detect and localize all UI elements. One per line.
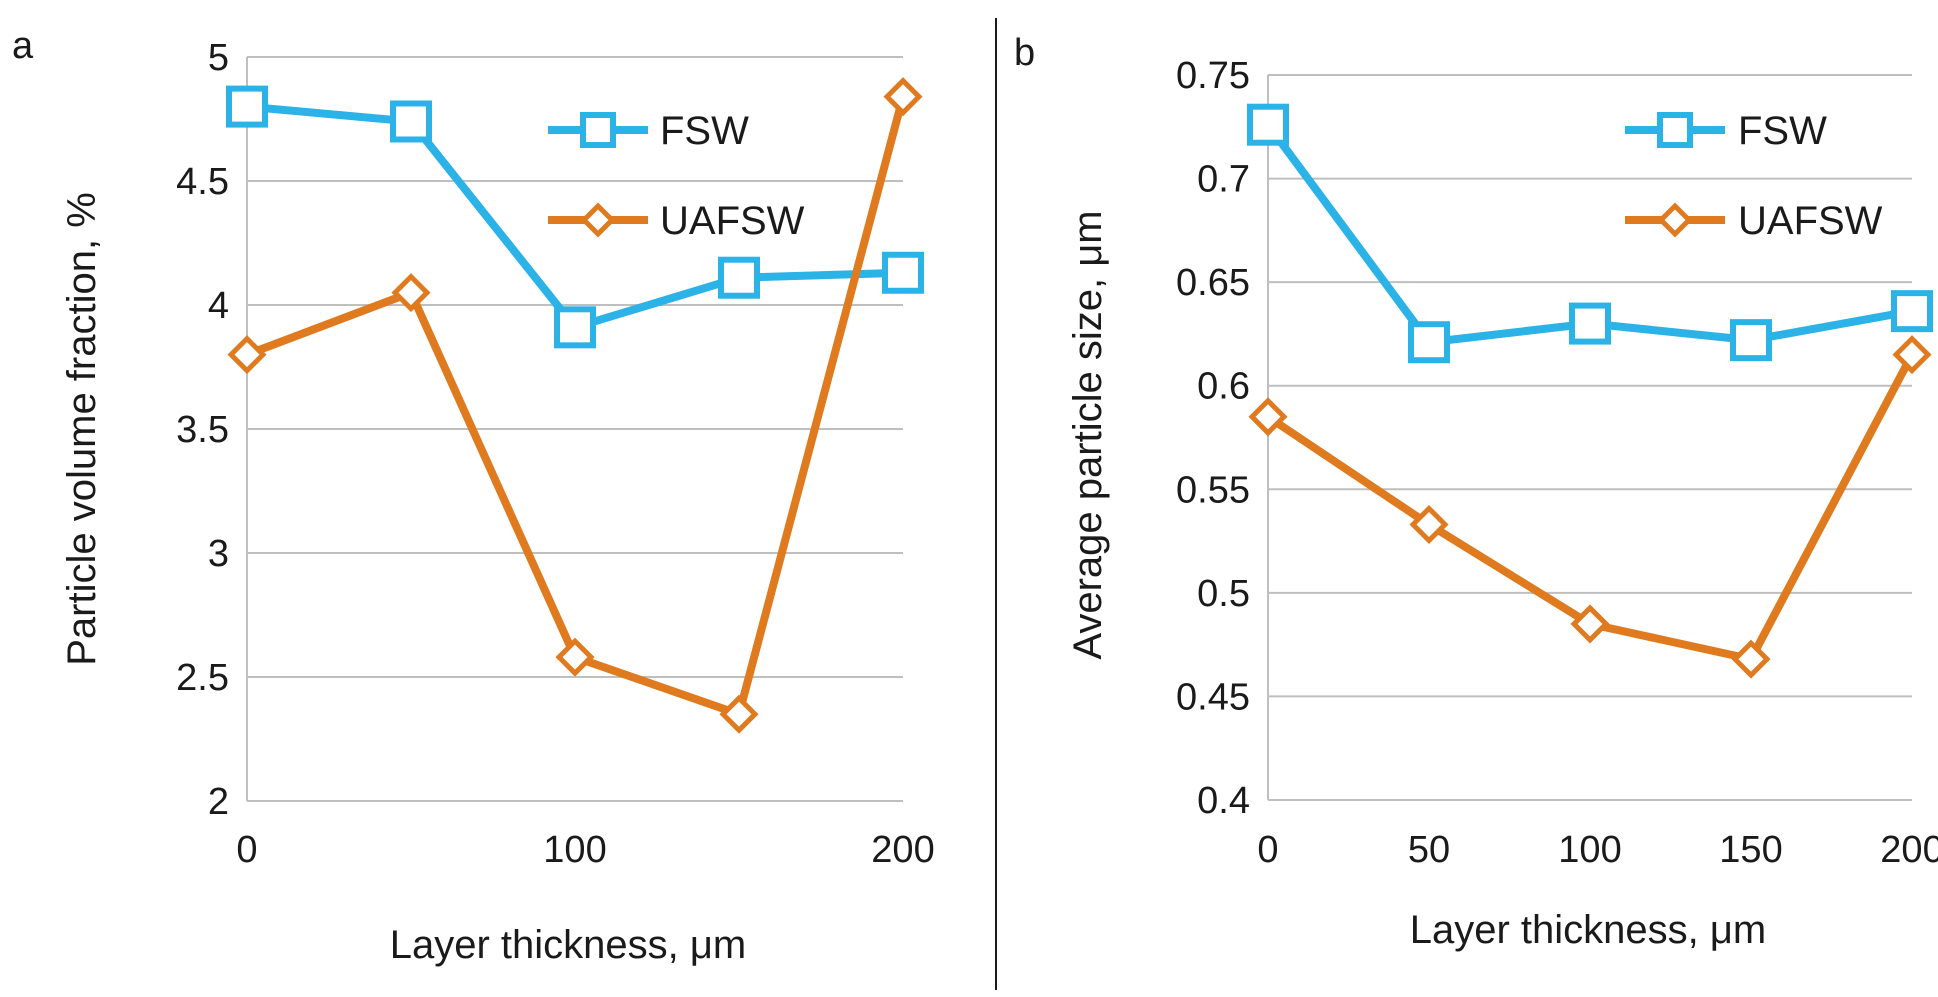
legend-label: UAFSW [1738,199,1883,243]
legend-marker [1657,112,1693,148]
data-point-uafsw [1409,504,1449,545]
x-tick-label: 200 [871,829,934,871]
x-tick-label: 0 [1257,829,1278,871]
legend-marker [1657,202,1693,238]
legend-marker [580,202,616,238]
data-point-uafsw [1570,604,1610,644]
series-line-uafsw [245,95,907,719]
data-point-fsw [1408,321,1450,364]
x-axis-label: Layer thickness, μm [1410,908,1767,952]
y-tick-label: 2.5 [176,657,229,699]
legend-label: UAFSW [660,199,805,243]
y-axis-label: Average particle size, μm [1066,210,1110,659]
data-point-fsw [1730,319,1772,362]
y-tick-label: 2 [208,781,229,823]
y-tick-label: 4.5 [176,161,229,203]
chart-panel-a: 2 2.5 3 3.5 4 4.5 5 0 100 200 Layer thickness, μm P… [12,25,935,967]
y-tick-label: 0.5 [1197,573,1250,615]
y-tick-label: 3.5 [176,409,229,451]
x-tick-label: 100 [1558,829,1621,871]
x-tick-label: 50 [1408,829,1450,871]
data-point-uafsw [1731,639,1771,679]
data-point-fsw [718,256,760,299]
y-tick-label: 0.4 [1197,780,1250,822]
legend-label: FSW [1738,109,1827,153]
data-point-fsw [226,85,268,128]
y-tick-label: 0.65 [1176,262,1250,304]
data-point-fsw [882,251,924,294]
legend-marker [580,112,616,148]
y-axis-label: Particle volume fraction, % [60,192,104,666]
data-point-fsw [1891,290,1933,333]
panel-label: a [12,25,34,67]
data-point-uafsw [1248,397,1288,437]
y-tick-label: 0.55 [1176,469,1250,511]
legend-label: FSW [660,109,749,153]
y-tick-label: 0.6 [1197,366,1250,408]
data-point-fsw [1247,103,1289,146]
x-axis-label: Layer thickness, μm [390,923,747,967]
data-point-fsw [554,306,596,349]
y-tick-label: 5 [208,37,229,79]
data-point-fsw [390,100,432,143]
y-tick-label: 0.45 [1176,676,1250,718]
y-tick-label: 4 [208,285,229,327]
y-tick-label: 0.75 [1176,55,1250,97]
data-point-uafsw [719,694,759,734]
chart-panel-b: 0.4 0.45 0.5 0.55 0.6 0.65 0.7 0.75 0 50 100 150 200… [1014,32,1938,952]
data-point-uafsw [227,335,267,375]
x-tick-label: 200 [1880,829,1938,871]
data-point-fsw [1569,302,1611,345]
x-tick-label: 0 [236,829,257,871]
y-tick-label: 3 [208,533,229,575]
y-tick-label: 0.7 [1197,159,1250,201]
panel-label: b [1014,32,1035,74]
data-point-uafsw [883,77,923,117]
x-tick-label: 100 [543,829,606,871]
data-point-uafsw [1892,335,1932,375]
data-point-uafsw [391,273,431,313]
data-point-uafsw [555,637,595,677]
x-tick-label: 150 [1719,829,1782,871]
